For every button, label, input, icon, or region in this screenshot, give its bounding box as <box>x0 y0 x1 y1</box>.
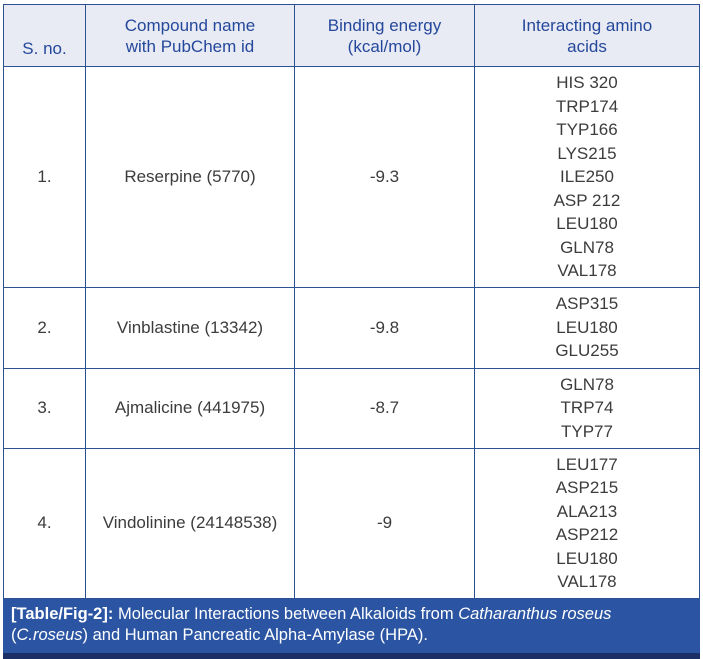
energy-cell: -9.3 <box>294 66 475 288</box>
amino-acid: LYS215 <box>557 143 617 163</box>
amino-acid: GLN78 <box>560 374 614 394</box>
col-header-amino: Interacting amino acids <box>474 4 700 67</box>
amino-acid: ASP315 <box>555 294 619 314</box>
amino-acids-cell: HIS 320 TRP174 TYP166 LYS215 ILE250 ASP 212 LE… <box>474 66 700 288</box>
amino-acid: ASP212 <box>555 525 619 544</box>
energy-cell: -9 <box>294 447 475 599</box>
caption-italic-segment: C.roseus <box>16 626 83 644</box>
interactions-table: S. no. Compound name with PubChem id Bindin… <box>3 4 700 599</box>
compound-cell: Vinblastine (13342) <box>85 286 295 369</box>
amino-acid: ILE250 <box>560 167 614 186</box>
col-header-compound: Compound name with PubChem id <box>85 4 295 67</box>
sno-cell: 1. <box>3 66 86 288</box>
amino-acid: TYP77 <box>561 421 613 441</box>
amino-acid: LEU180 <box>556 317 618 337</box>
amino-acids-cell: GLN78 TRP74 TYP77 <box>474 367 700 449</box>
energy-cell: -9.8 <box>294 286 475 369</box>
table-row: 3. Ajmalicine (441975) -8.7 GLN78 TRP74 TYP77 <box>3 367 700 449</box>
amino-acid: TYP166 <box>556 120 618 139</box>
amino-acid: VAL178 <box>557 261 617 280</box>
col-header-energy: Binding energy (kcal/mol) <box>294 4 475 67</box>
bottom-accent-bar <box>3 652 700 659</box>
caption-text: Molecular Interactions between Alkaloids… <box>11 605 611 645</box>
table-row: 4. Vindolinine (24148538) -9 LEU177 ASP215 AL… <box>3 447 700 599</box>
caption-segment: Molecular Interactions between Alkaloids… <box>113 604 459 623</box>
amino-acid: GLN78 <box>560 237 614 257</box>
caption-segment: ) and Human Pancreatic Alpha-Amylase (HP… <box>82 626 428 644</box>
amino-acids-cell: ASP315 LEU180 GLU255 <box>474 286 700 369</box>
sno-cell: 2. <box>3 286 86 369</box>
amino-acid: LEU180 <box>556 548 618 568</box>
compound-cell: Vindolinine (24148538) <box>85 447 295 599</box>
amino-acids-cell: LEU177 ASP215 ALA213 ASP212 LEU180 VAL178 <box>474 447 700 599</box>
table-row: 2. Vinblastine (13342) -9.8 ASP315 LEU180 GLU… <box>3 286 700 369</box>
header-row: S. no. Compound name with PubChem id Bindin… <box>3 4 700 67</box>
compound-cell: Ajmalicine (441975) <box>85 367 295 449</box>
amino-acid: TRP174 <box>555 96 619 116</box>
col-header-sno: S. no. <box>3 4 86 67</box>
table-caption: [Table/Fig-2]: Molecular Interactions be… <box>3 598 700 653</box>
amino-acid: LEU177 <box>556 454 618 474</box>
sno-cell: 4. <box>3 447 86 599</box>
caption-label: [Table/Fig-2]: <box>11 604 114 623</box>
sno-cell: 3. <box>3 367 86 449</box>
energy-cell: -8.7 <box>294 367 475 449</box>
amino-acid: ASP 212 <box>553 190 621 210</box>
table-header: S. no. Compound name with PubChem id Bindin… <box>3 4 700 67</box>
amino-acid: ALA213 <box>556 501 618 521</box>
amino-acid: HIS 320 <box>556 73 618 92</box>
table-row: 1. Reserpine (5770) -9.3 HIS 320 TRP174 TYP16… <box>3 66 700 288</box>
caption-italic-segment: Catharanthus roseus <box>458 604 612 623</box>
amino-acid: GLU255 <box>555 341 619 361</box>
table-body: 1. Reserpine (5770) -9.3 HIS 320 TRP174 TYP16… <box>3 66 700 599</box>
amino-acid: TRP74 <box>560 398 614 418</box>
amino-acid: LEU180 <box>556 214 618 233</box>
amino-acid: ASP215 <box>555 478 619 497</box>
compound-cell: Reserpine (5770) <box>85 66 295 288</box>
amino-acid: VAL178 <box>557 572 617 591</box>
caption-segment: ( <box>11 626 17 644</box>
